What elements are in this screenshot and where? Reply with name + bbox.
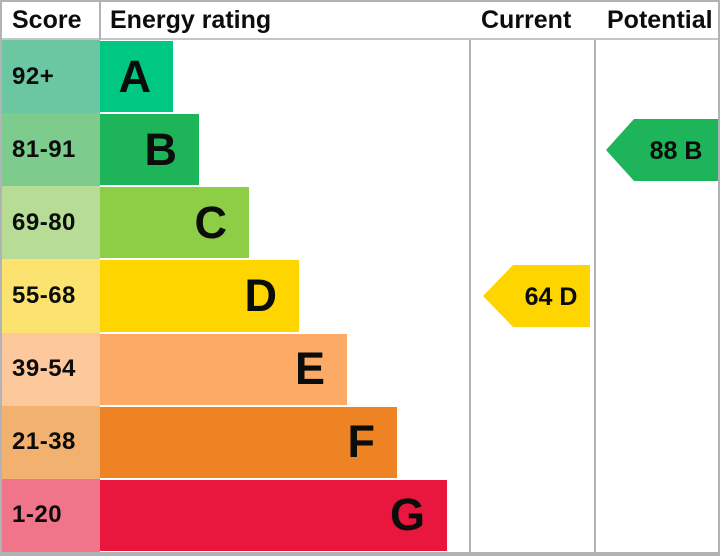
band-row: 92+ A: [2, 40, 718, 114]
band-score-cell: 92+: [2, 40, 100, 114]
band-score-cell: 21-38: [2, 405, 100, 479]
divider-score-column: [99, 2, 101, 40]
band-letter: E: [294, 343, 325, 395]
band-letter: G: [389, 489, 425, 541]
current-rating-label: 64 D: [525, 283, 578, 311]
band-bar: F: [100, 406, 397, 478]
potential-arrow-icon: [606, 118, 718, 181]
band-row: 21-38 F: [2, 405, 718, 479]
band-bar: A: [100, 41, 173, 113]
chart-header: Score Energy rating Current Potential: [2, 2, 718, 40]
header-current: Current: [481, 6, 572, 34]
potential-rating-label: 88 B: [650, 137, 703, 165]
divider-potential-column: [594, 2, 596, 552]
band-score-cell: 55-68: [2, 259, 100, 333]
current-marker: 64 D: [483, 265, 590, 327]
band-bar: E: [100, 333, 347, 405]
band-score-label: 69-80: [12, 208, 76, 236]
band-score-label: 55-68: [12, 281, 76, 309]
band-row: 55-68 D: [2, 259, 718, 333]
band-rows: 92+ A 81-91 B 69-80 C 55-68: [2, 40, 718, 552]
band-row: 69-80 C: [2, 186, 718, 260]
band-row: 81-91 B: [2, 113, 718, 187]
potential-marker: 88 B: [606, 118, 718, 181]
band-score-label: 81-91: [12, 135, 76, 163]
band-bar: G: [100, 479, 447, 551]
band-letter: C: [194, 196, 228, 248]
band-bar: B: [100, 114, 199, 186]
band-bar: D: [100, 260, 299, 332]
header-potential: Potential: [607, 6, 713, 34]
band-score-cell: 1-20: [2, 478, 100, 552]
band-row: 39-54 E: [2, 332, 718, 406]
band-score-label: 21-38: [12, 428, 76, 456]
band-score-label: 39-54: [12, 355, 76, 383]
band-score-cell: 81-91: [2, 113, 100, 187]
band-row: 1-20 G: [2, 478, 718, 552]
band-score-cell: 39-54: [2, 332, 100, 406]
band-score-label: 92+: [12, 62, 55, 90]
band-score-label: 1-20: [12, 501, 63, 529]
band-bar: C: [100, 187, 249, 259]
band-letter: D: [244, 269, 278, 321]
header-energy-rating: Energy rating: [110, 6, 272, 34]
current-arrow-icon: [483, 265, 590, 327]
band-letter: A: [118, 50, 152, 102]
band-score-cell: 69-80: [2, 186, 100, 260]
header-score: Score: [12, 6, 82, 34]
divider-current-column: [469, 2, 471, 552]
band-letter: B: [144, 123, 178, 175]
band-letter: F: [347, 416, 376, 468]
